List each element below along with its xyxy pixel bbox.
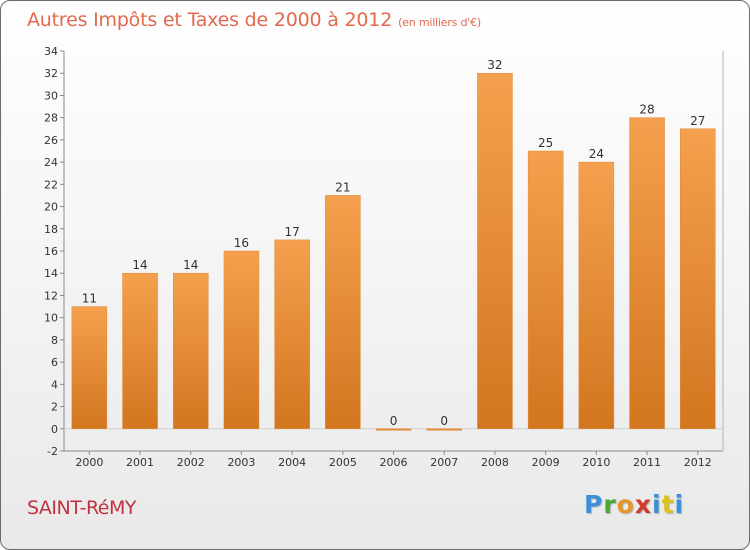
x-tick-label: 2001 [126, 456, 154, 469]
data-label: 14 [132, 258, 147, 272]
data-label: 25 [538, 136, 553, 150]
y-tick-label: 12 [44, 289, 58, 302]
chart-title-text: Autres Impôts et Taxes de 2000 à 2012 [27, 9, 393, 31]
bar[interactable] [375, 428, 412, 431]
data-label: 11 [82, 292, 97, 306]
y-tick-label: 10 [44, 312, 58, 325]
bar[interactable] [274, 239, 310, 430]
bar[interactable] [680, 128, 716, 430]
y-tick-label: 4 [51, 378, 58, 391]
bar[interactable] [629, 117, 665, 430]
bar[interactable] [223, 250, 260, 430]
y-tick-label: 26 [44, 134, 58, 147]
logo-letter: t [661, 490, 675, 519]
y-tick-label: 2 [51, 401, 58, 414]
x-tick-label: 2000 [75, 456, 103, 469]
logo-letter: i [674, 490, 685, 519]
y-tick-label: 16 [44, 245, 58, 258]
y-tick-label: 18 [44, 223, 58, 236]
y-tick-label: 14 [44, 267, 58, 280]
data-labels: 11 14 14 16 17 21 0 0 32 25 24 28 27 [82, 58, 706, 428]
bars [71, 72, 716, 431]
data-label: 27 [690, 114, 705, 128]
x-tick-label: 2007 [430, 456, 458, 469]
logo-letter: r [603, 490, 617, 519]
logo-letter: P [584, 490, 604, 519]
data-label: 28 [639, 103, 654, 117]
y-tick-label: 6 [51, 356, 58, 369]
x-tick-label: 2012 [684, 456, 712, 469]
y-tick-label: 22 [44, 178, 58, 191]
y-tick-label: 30 [44, 89, 58, 102]
x-tick-label: 2010 [582, 456, 610, 469]
data-label: 17 [285, 225, 300, 239]
bar[interactable] [578, 161, 615, 430]
bar[interactable] [527, 150, 564, 430]
data-label: 32 [487, 58, 502, 72]
logo-letter: i [652, 490, 662, 519]
data-label: 14 [183, 258, 198, 272]
y-tick-label: 20 [44, 201, 58, 214]
y-tick-label: -2 [47, 445, 58, 458]
x-tick-label: 2009 [532, 456, 560, 469]
bar[interactable] [122, 272, 158, 430]
data-label: 24 [589, 147, 604, 161]
y-tick-label: 24 [44, 156, 58, 169]
x-tick-label: 2004 [278, 456, 306, 469]
data-label: 0 [440, 414, 448, 428]
bar[interactable] [173, 272, 209, 430]
y-tick-label: 8 [51, 334, 58, 347]
x-tick-label: 2002 [177, 456, 205, 469]
y-tick-label: 0 [51, 423, 58, 436]
commune-name: SAINT-RéMY [27, 497, 136, 519]
x-tick-label: 2005 [329, 456, 357, 469]
chart-title: Autres Impôts et Taxes de 2000 à 2012 (en… [27, 9, 481, 31]
x-tick-label: 2003 [227, 456, 255, 469]
bar[interactable] [71, 306, 108, 430]
proxiti-logo[interactable]: Proxiti [584, 490, 684, 519]
logo-letter: o [616, 490, 635, 519]
y-tick-label: 32 [44, 67, 58, 80]
data-label: 0 [390, 414, 398, 428]
y-tick-label: 28 [44, 112, 58, 125]
logo-letter: x [634, 490, 652, 519]
data-label: 21 [335, 180, 350, 194]
chart-subtitle: (en milliers d'€) [398, 16, 481, 29]
bar[interactable] [426, 428, 462, 431]
y-tick-label: 34 [44, 45, 58, 58]
data-label: 16 [234, 236, 249, 250]
x-tick-label: 2011 [633, 456, 661, 469]
x-tick-label: 2008 [481, 456, 509, 469]
bar[interactable] [325, 195, 361, 430]
x-tick-label: 2006 [380, 456, 408, 469]
bar[interactable] [477, 72, 513, 430]
